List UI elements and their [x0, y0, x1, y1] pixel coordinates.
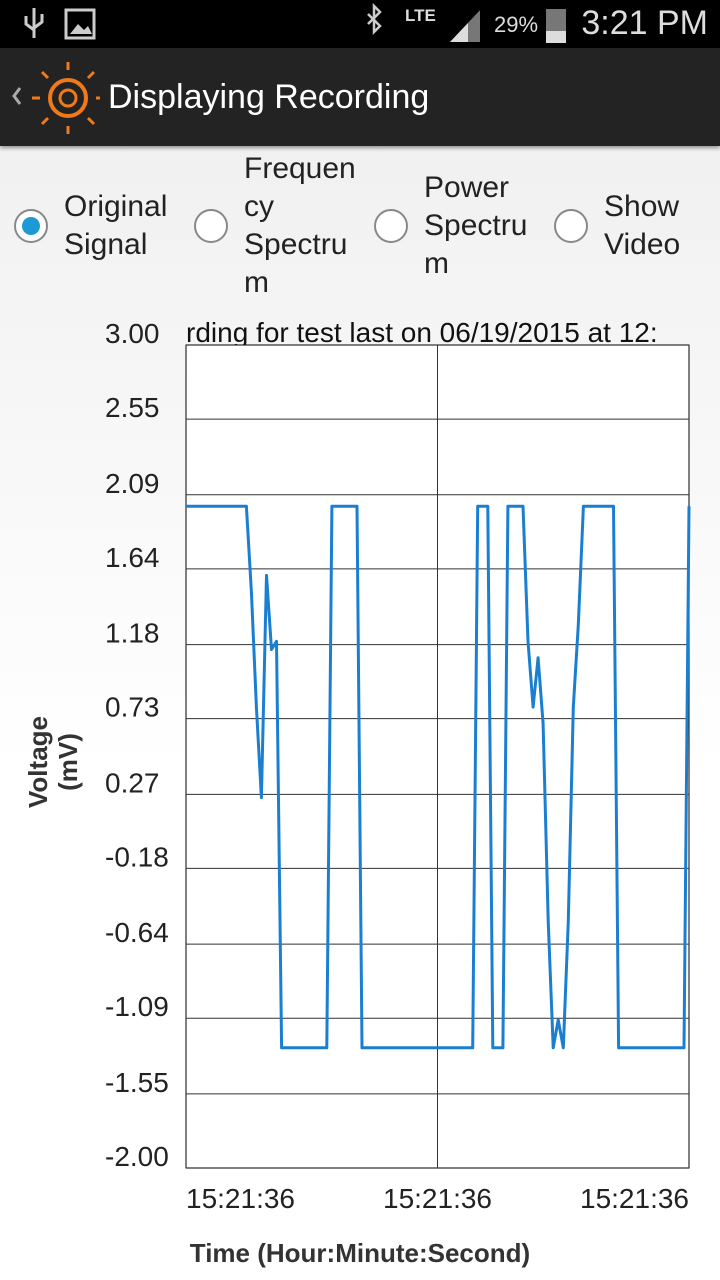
- y-tick-label: 0.73: [105, 692, 160, 723]
- radio-label[interactable]: Show Video: [604, 190, 681, 261]
- y-tick-label: 3.00: [105, 318, 160, 349]
- x-tick-label: 15:21:36: [186, 1183, 295, 1214]
- app-icon[interactable]: [0, 48, 100, 146]
- y-tick-label: -2.00: [105, 1141, 169, 1172]
- battery-level: 29%: [494, 12, 539, 37]
- y-tick-label: 0.27: [105, 767, 160, 798]
- x-tick-label: 15:21:36: [383, 1183, 492, 1214]
- radio-button[interactable]: [194, 209, 228, 243]
- y-axis-label: Voltage: [23, 716, 53, 808]
- radio-button[interactable]: [554, 209, 588, 243]
- signal-icons: [367, 2, 480, 42]
- chart-title: rding for test last on 06/19/2015 at 12:: [186, 317, 658, 348]
- y-tick-label: -0.18: [105, 841, 169, 872]
- radio-option[interactable]: Frequency Spectrum: [180, 150, 360, 302]
- x-tick-label: 15:21:36: [580, 1183, 689, 1214]
- radio-label[interactable]: Power Spectrum: [424, 171, 528, 280]
- status-icons: [24, 8, 96, 40]
- clock: 3:21 PM: [581, 4, 708, 42]
- y-tick-label: -1.55: [105, 1067, 169, 1098]
- y-tick-label: 1.18: [105, 618, 160, 649]
- radio-option[interactable]: Show Video: [540, 150, 720, 302]
- y-tick-label: 2.09: [105, 468, 160, 499]
- screen-title: Displaying Recording: [108, 78, 430, 116]
- y-tick-label: 2.55: [105, 392, 160, 423]
- battery-icon: [546, 9, 566, 43]
- x-axis-label: Time (Hour:Minute:Second): [190, 1238, 530, 1268]
- status-bar: LTE 29% 3:21 PM: [0, 0, 720, 48]
- radio-option[interactable]: Power Spectrum: [360, 150, 540, 302]
- chart-title-group: rding for test last on 06/19/2015 at 12:: [186, 317, 658, 348]
- data-line: [186, 504, 691, 1050]
- radio-label[interactable]: Frequency Spectrum: [244, 152, 356, 299]
- network-type: LTE: [405, 6, 436, 25]
- y-tick-label: 1.64: [105, 542, 160, 573]
- radio-label[interactable]: Original Signal: [64, 190, 168, 261]
- y-axis-label: (mV): [53, 733, 83, 791]
- radio-button[interactable]: [14, 209, 48, 243]
- radio-option[interactable]: Original Signal: [0, 150, 180, 302]
- action-bar: Displaying Recording: [0, 48, 720, 146]
- radio-group: Original Signal Frequency Spectrum Power S…: [0, 150, 720, 302]
- radio-button[interactable]: [374, 209, 408, 243]
- y-tick-label: -1.09: [105, 991, 169, 1022]
- y-tick-label: -0.64: [105, 917, 169, 948]
